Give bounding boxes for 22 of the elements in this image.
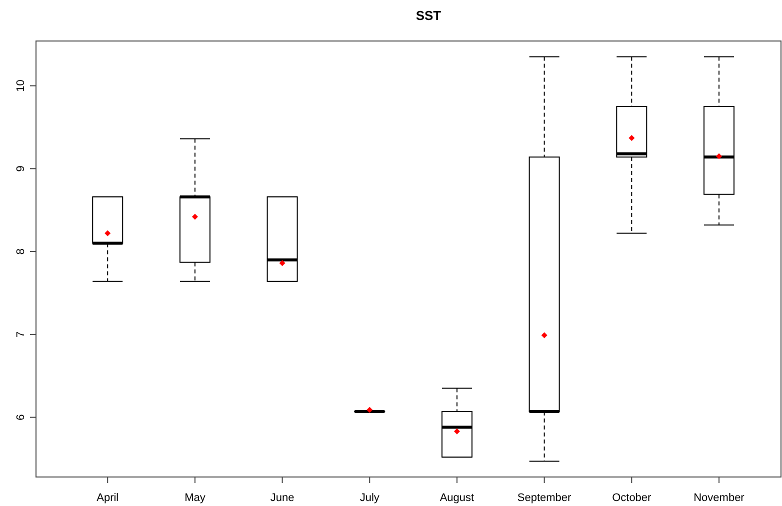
y-tick-label: 10 bbox=[15, 80, 27, 92]
point bbox=[716, 153, 722, 160]
x-tick-label: November bbox=[694, 492, 745, 504]
y-tick-label: 8 bbox=[15, 248, 27, 255]
point bbox=[366, 406, 373, 413]
point bbox=[541, 332, 548, 338]
point bbox=[454, 428, 460, 434]
chart-title: SST bbox=[416, 8, 442, 23]
point bbox=[104, 230, 111, 236]
point bbox=[192, 214, 198, 220]
y-tick-label: 9 bbox=[15, 166, 27, 172]
y-tick-label: 7 bbox=[15, 331, 27, 338]
x-tick-label: October bbox=[612, 492, 652, 504]
x-tick-label: July bbox=[360, 492, 380, 504]
x-tick-label: September bbox=[517, 492, 572, 504]
point bbox=[628, 134, 635, 141]
x-tick-label: August bbox=[440, 492, 474, 504]
y-tick-label: 6 bbox=[15, 414, 27, 420]
x-tick-label: June bbox=[270, 492, 294, 504]
x-tick-label: April bbox=[96, 492, 119, 504]
x-tick-label: May bbox=[184, 492, 206, 504]
point bbox=[279, 260, 286, 266]
